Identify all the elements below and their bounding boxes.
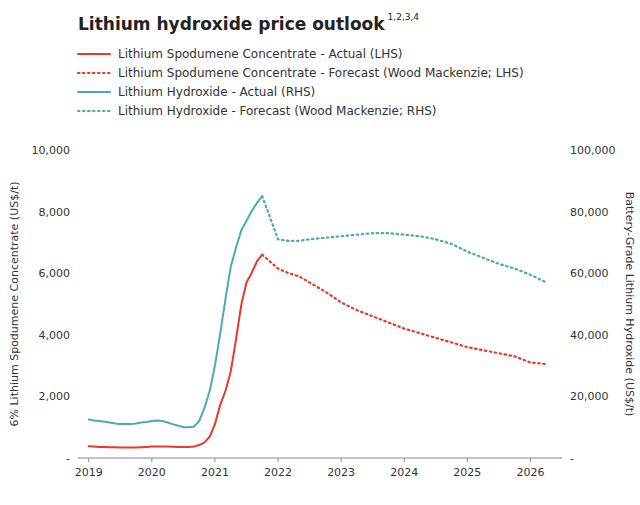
series-line: [262, 196, 546, 282]
y-tick-label: 4,000: [39, 329, 71, 342]
y2-tick-label: 20,000: [570, 390, 609, 403]
legend-label: Lithium Hydroxide - Forecast (Wood Macke…: [118, 104, 436, 118]
title: Lithium hydroxide price outlook: [78, 14, 385, 34]
y-tick-label: 10,000: [32, 144, 71, 157]
y2-axis-label: Battery-Grade Lithium Hydroxide (US$/t): [623, 192, 636, 417]
x-tick-label: 2019: [75, 466, 103, 479]
x-tick-label: 2022: [264, 466, 292, 479]
y-tick-label: 8,000: [39, 206, 71, 219]
x-tick-label: 2025: [453, 466, 481, 479]
legend: Lithium Spodumene Concentrate - Actual (…: [78, 47, 524, 118]
title-note: 1,2,3,4: [388, 12, 420, 22]
y2-tick-label: 100,000: [570, 144, 616, 157]
x-tick: [278, 458, 279, 462]
plot-area: [89, 196, 546, 447]
legend-swatch: [78, 53, 110, 55]
y2-tick-label: 40,000: [570, 329, 609, 342]
legend-label: Lithium Spodumene Concentrate - Forecast…: [118, 66, 524, 80]
series-line: [89, 255, 263, 448]
series-line: [89, 196, 263, 427]
legend-swatch: [78, 91, 110, 93]
x-tick: [341, 458, 342, 462]
x-tick: [151, 458, 152, 462]
y2-tick-label: 60,000: [570, 267, 609, 280]
y-axis-label: 6% Lithium Spodumene Concentrate (US$/t): [8, 182, 21, 427]
legend-label: Lithium Hydroxide - Actual (RHS): [118, 85, 315, 99]
x-tick: [214, 458, 215, 462]
x-tick-label: 2023: [327, 466, 355, 479]
y-tick-label: 6,000: [39, 267, 71, 280]
y-tick-label: -: [66, 452, 70, 465]
x-tick-label: 2020: [138, 466, 166, 479]
legend-swatch: [78, 110, 110, 112]
series-line: [262, 255, 546, 364]
x-tick: [404, 458, 405, 462]
x-tick-label: 2021: [201, 466, 229, 479]
y2-tick-label: 80,000: [570, 206, 609, 219]
x-tick: [530, 458, 531, 462]
legend-label: Lithium Spodumene Concentrate - Actual (…: [118, 47, 403, 61]
x-tick: [467, 458, 468, 462]
chart: Lithium hydroxide price outlook1,2,3,4 Li…: [0, 0, 640, 505]
legend-swatch: [78, 72, 110, 74]
x-tick-label: 2026: [516, 466, 544, 479]
y2-tick-label: -: [570, 452, 574, 465]
x-tick: [88, 458, 89, 462]
y-tick-label: 2,000: [39, 390, 71, 403]
x-axis-line: [78, 458, 562, 459]
x-tick-label: 2024: [390, 466, 418, 479]
